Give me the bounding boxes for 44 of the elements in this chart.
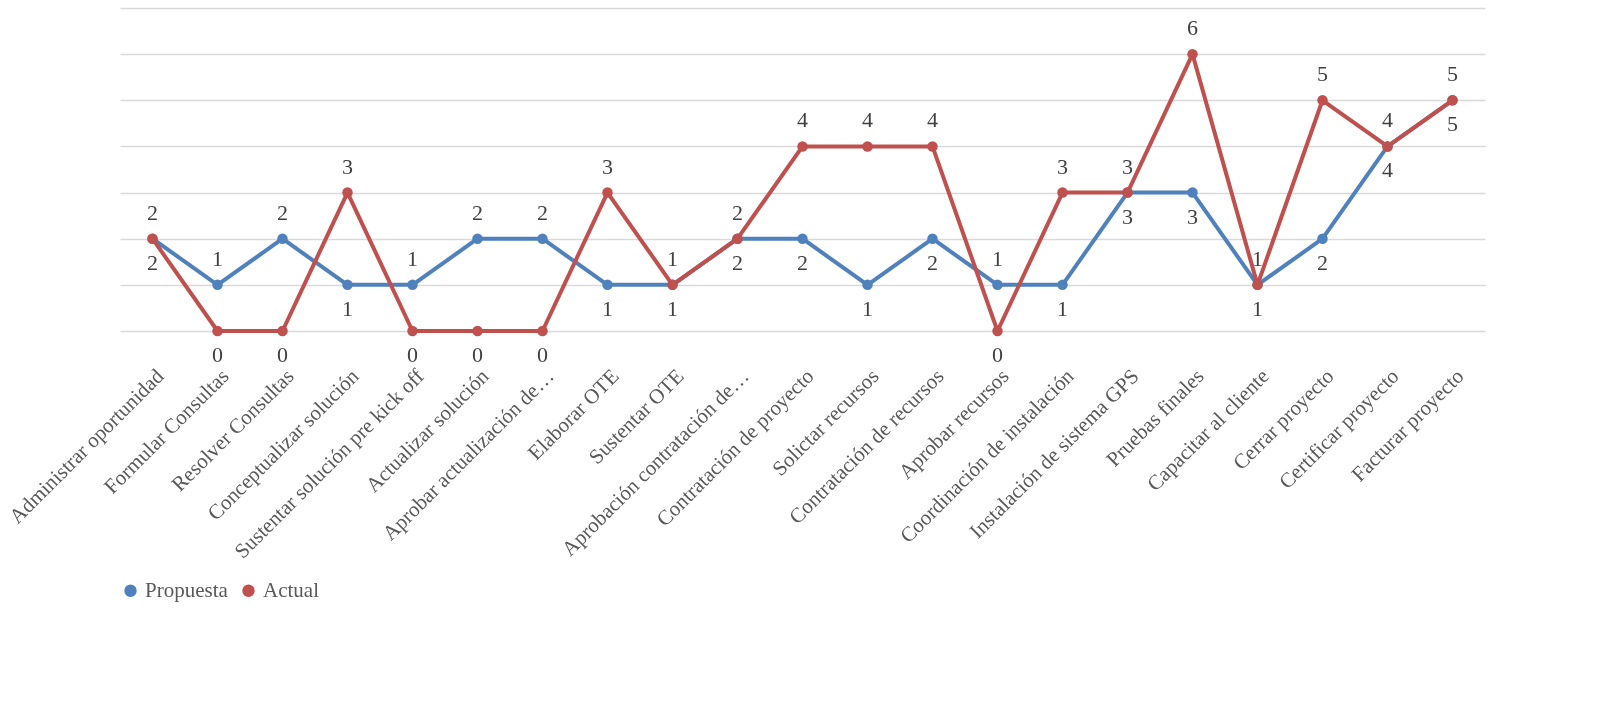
data-label: 0 <box>277 342 288 367</box>
data-label: 3 <box>602 153 613 179</box>
data-label: 1 <box>602 295 613 321</box>
data-label: 4 <box>927 107 938 133</box>
data-label: 1 <box>342 295 353 321</box>
data-label: 1 <box>862 295 873 321</box>
data-label: 1 <box>992 245 1003 271</box>
data-label: 2 <box>732 199 743 225</box>
data-label: 3 <box>1122 203 1133 229</box>
legend-label: Propuesta <box>145 577 229 602</box>
data-label: 2 <box>147 249 158 275</box>
data-label: 4 <box>1382 107 1393 133</box>
data-label: 3 <box>1187 203 1198 229</box>
data-label: 2 <box>797 249 808 275</box>
data-label: 1 <box>667 295 678 321</box>
data-label: 1 <box>1252 295 1263 321</box>
data-label: 0 <box>992 342 1003 367</box>
data-label: 2 <box>732 249 743 275</box>
data-label: 0 <box>537 342 548 367</box>
data-label: 2 <box>537 199 548 225</box>
data-label: 2 <box>927 249 938 275</box>
data-label: 5 <box>1447 111 1458 137</box>
data-label: 0 <box>407 342 418 367</box>
data-label: 4 <box>1382 157 1393 183</box>
legend-label: Actual <box>263 577 320 602</box>
data-label: 1 <box>667 245 678 271</box>
data-label: 6 <box>1187 15 1198 41</box>
data-label: 2 <box>277 199 288 225</box>
data-label: 4 <box>862 107 873 133</box>
data-label: 3 <box>1057 153 1068 179</box>
data-label: 1 <box>1057 295 1068 321</box>
data-label: 5 <box>1317 61 1328 87</box>
data-label: 1 <box>212 245 223 271</box>
data-label: 0 <box>472 342 483 367</box>
data-label: 3 <box>342 153 353 179</box>
data-label: 4 <box>797 107 808 133</box>
data-label: 0 <box>212 342 223 367</box>
data-label: 2 <box>1317 249 1328 275</box>
data-label: 2 <box>472 199 483 225</box>
data-label: 1 <box>1252 245 1263 271</box>
data-label: 5 <box>1447 61 1458 87</box>
data-label: 2 <box>147 199 158 225</box>
data-label: 3 <box>1122 153 1133 179</box>
data-label: 1 <box>407 245 418 271</box>
